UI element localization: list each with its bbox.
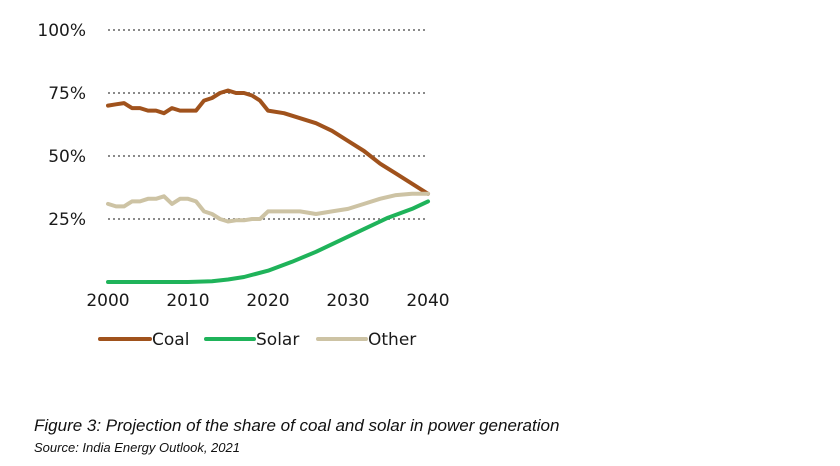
x-axis-labels: 2000 2010 2020 2030 2040 [86,291,449,311]
y-tick-label: 25% [48,210,86,230]
source-note: Source: India Energy Outlook, 2021 [34,440,240,455]
x-tick-label: 2040 [406,291,449,311]
y-tick-label: 75% [48,84,86,104]
legend-label-solar: Solar [256,330,299,350]
x-tick-label: 2010 [166,291,209,311]
y-tick-label: 100% [37,21,86,41]
series-lines [106,88,430,284]
chart: 25% 50% 75% 100% 2000 2010 2020 2030 2040 Coal S… [37,21,449,350]
legend: Coal Solar Other [98,330,416,350]
y-axis-labels: 25% 50% 75% 100% [37,21,86,230]
series-line-other [106,191,430,224]
y-tick-label: 50% [48,147,86,167]
x-tick-label: 2030 [326,291,369,311]
series-line-solar [106,199,430,284]
legend-label-coal: Coal [152,330,189,350]
figure-caption: Figure 3: Projection of the share of coa… [34,416,560,435]
legend-label-other: Other [368,330,416,350]
series-line-coal [106,88,430,196]
x-tick-label: 2020 [246,291,289,311]
x-tick-label: 2000 [86,291,129,311]
gridlines [108,29,428,220]
